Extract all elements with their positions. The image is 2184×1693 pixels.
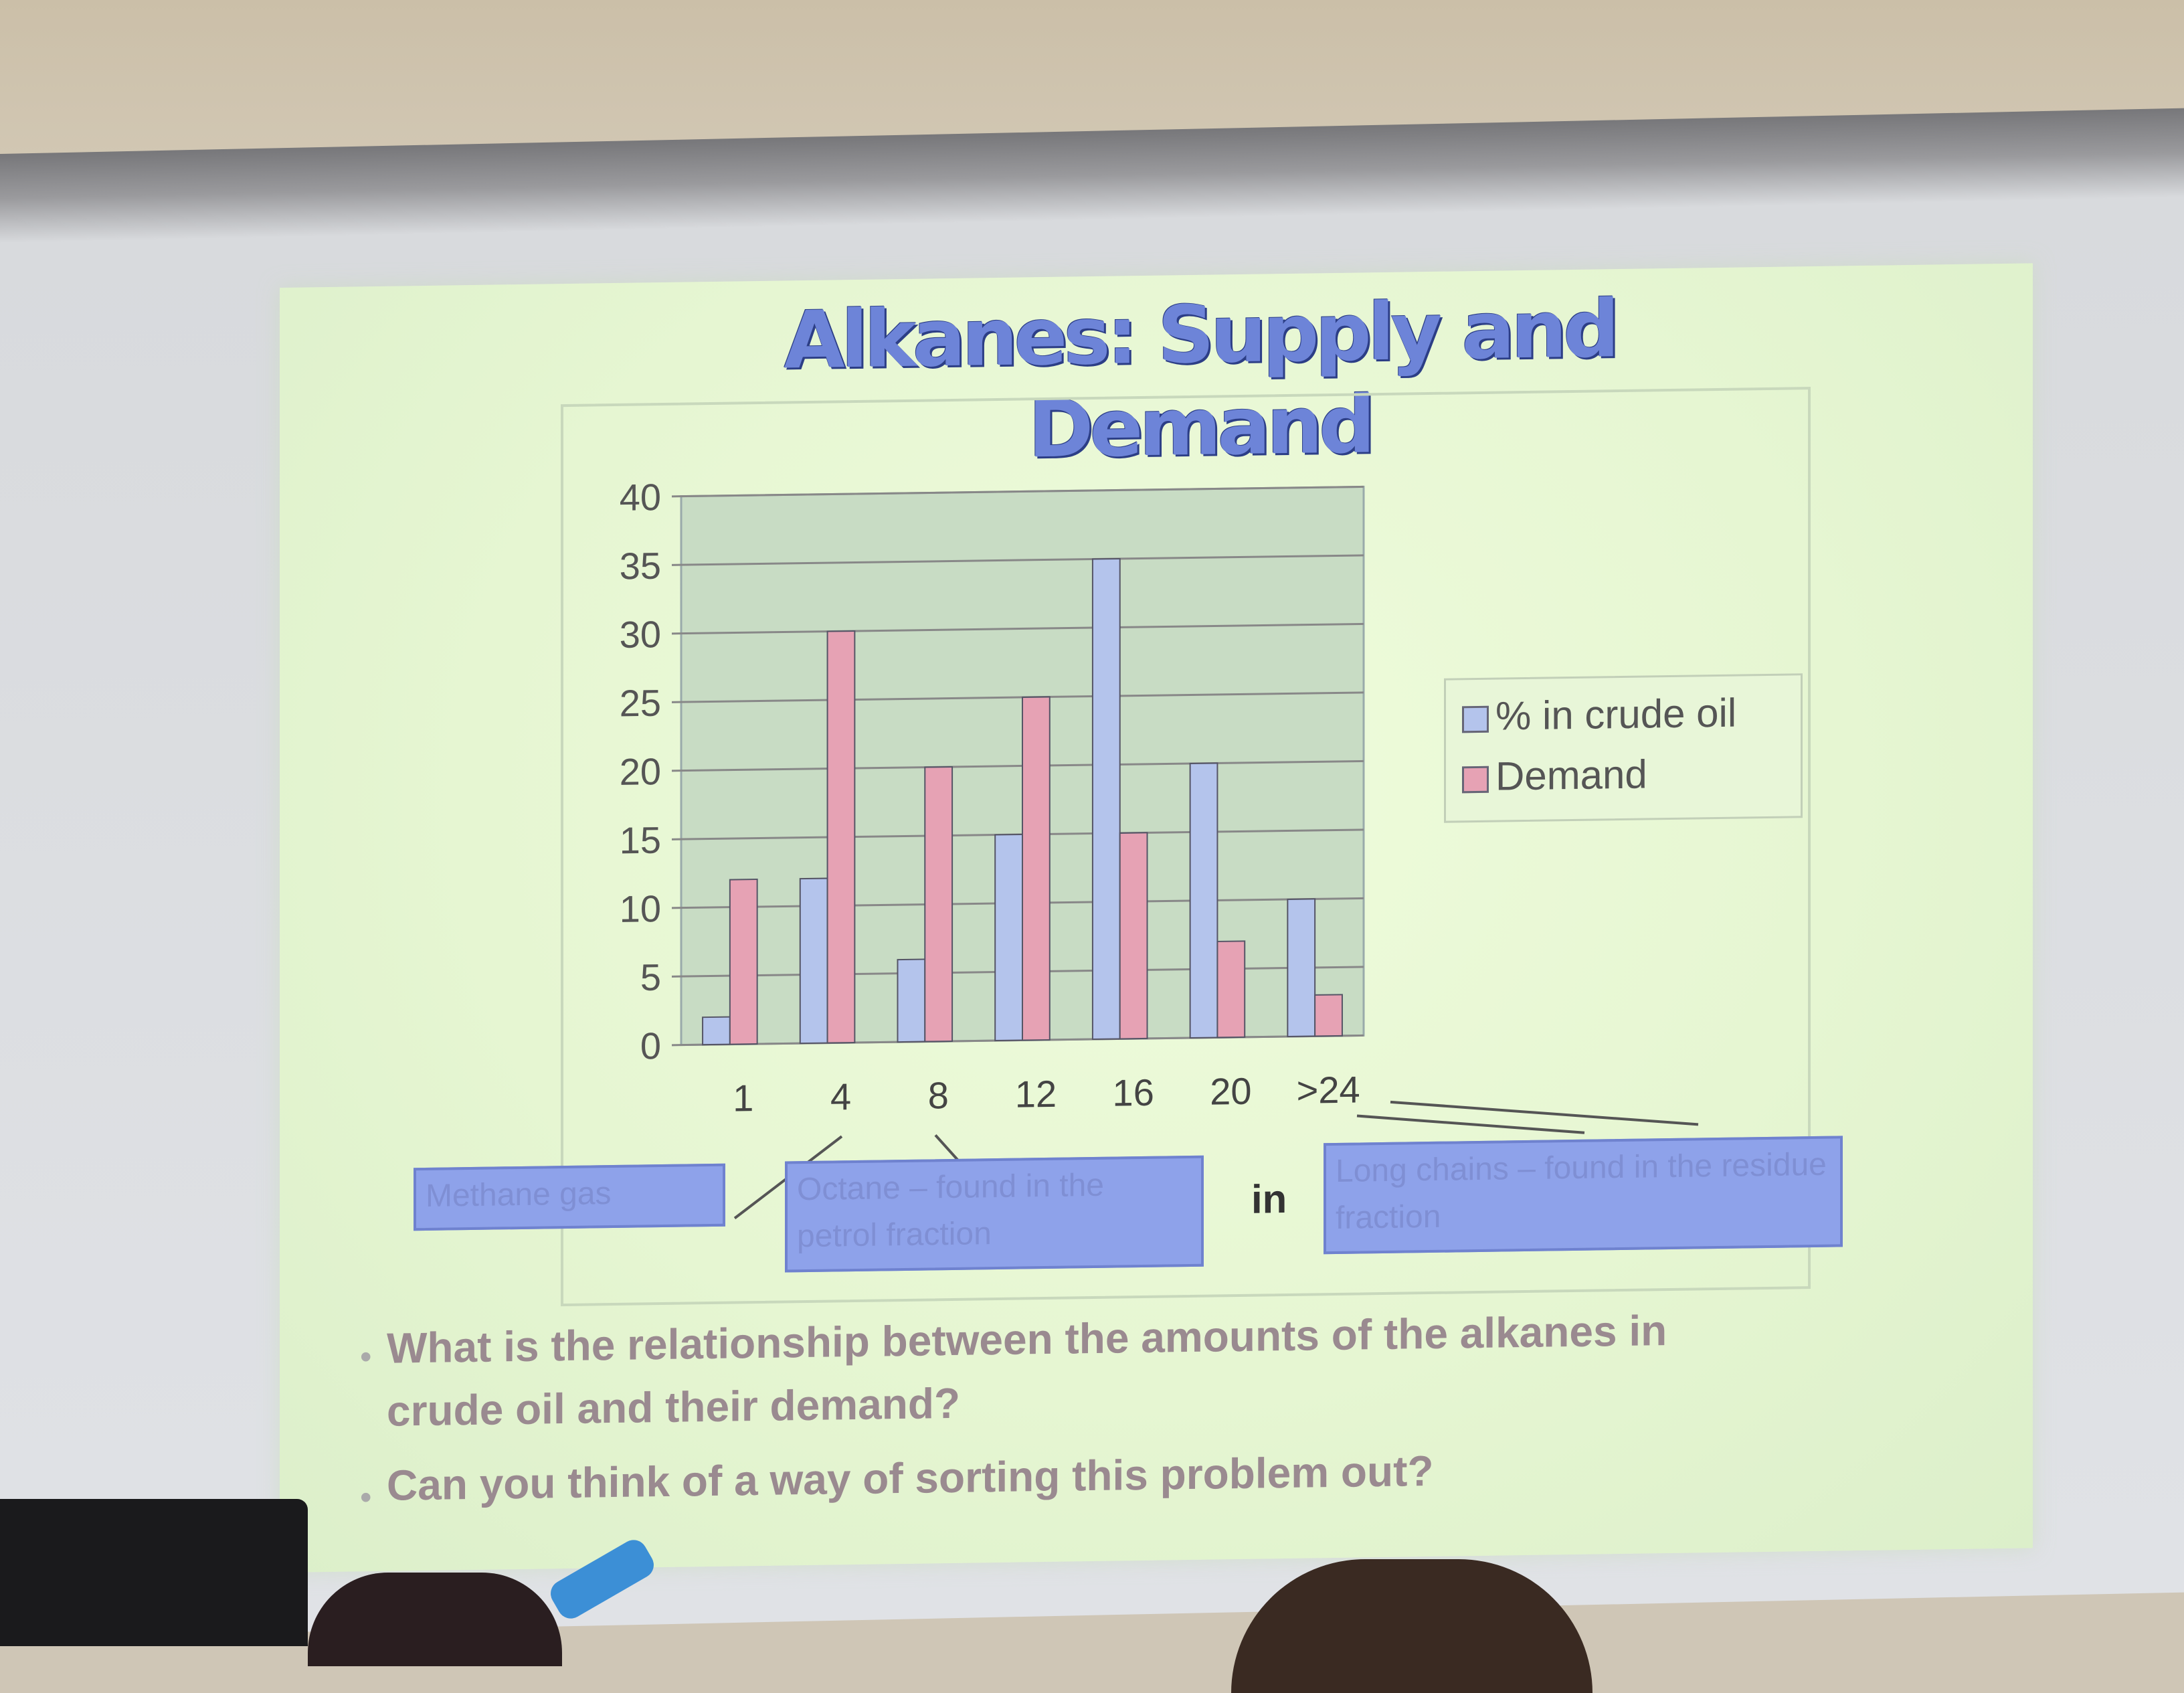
legend-item-crude-oil: % in crude oil — [1462, 690, 1736, 740]
bar-crude-oil — [702, 1016, 731, 1046]
y-tick-label: 40 — [620, 476, 661, 519]
gridline — [672, 554, 1364, 566]
y-tick-label: 5 — [640, 956, 661, 998]
gridline — [672, 485, 1364, 498]
legend-item-demand: Demand — [1462, 751, 1647, 800]
bullet-2: Can you think of a way of sorting this p… — [387, 1446, 1434, 1510]
y-tick-label: 15 — [620, 819, 661, 862]
bar-demand — [924, 766, 953, 1043]
y-tick-label: 30 — [620, 613, 661, 656]
y-tick-label: 25 — [620, 682, 661, 725]
y-tick-label: 0 — [640, 1024, 661, 1067]
callout-arrow — [1356, 1114, 1585, 1134]
bar-crude-oil — [1287, 898, 1316, 1037]
callout-long-chains: Long chains – found in the residue fract… — [1324, 1136, 1843, 1255]
x-tick-label: 20 — [1210, 1070, 1251, 1113]
y-tick-label: 35 — [620, 545, 661, 588]
legend-swatch-demand — [1462, 766, 1489, 794]
gridline — [672, 760, 1364, 772]
bar-demand — [826, 630, 856, 1044]
bar-demand — [1119, 832, 1148, 1040]
x-tick-label: 8 — [928, 1074, 949, 1116]
x-tick-label: 4 — [830, 1075, 851, 1118]
bar-demand — [729, 879, 758, 1045]
x-axis-label-fragment: in — [1251, 1176, 1287, 1222]
bar-demand — [1216, 940, 1246, 1039]
bullet-marker-2: • — [360, 1478, 372, 1516]
callout-octane: Octane – found in the petrol fraction — [785, 1155, 1204, 1273]
bullet-marker-1: • — [360, 1338, 372, 1376]
y-tick-label: 20 — [620, 750, 661, 793]
person-hand — [308, 1573, 562, 1666]
bar-crude-oil — [799, 877, 828, 1045]
x-tick-label: 16 — [1113, 1071, 1154, 1114]
laptop — [0, 1499, 308, 1646]
x-tick-label: 12 — [1015, 1073, 1057, 1116]
bar-demand — [1314, 994, 1343, 1037]
bar-crude-oil — [897, 958, 926, 1043]
gridline — [672, 691, 1364, 703]
legend-label-demand: Demand — [1495, 751, 1647, 799]
bullet-1: What is the relationship between the amo… — [387, 1306, 1667, 1435]
gridline — [672, 622, 1364, 635]
slide: Alkanes: Supply and Demand 0 5 10 15 20 25 30 3… — [280, 263, 2033, 1573]
bar-crude-oil — [1091, 557, 1121, 1041]
y-tick-label: 10 — [620, 887, 661, 930]
chart-legend: % in crude oil Demand — [1444, 673, 1803, 823]
legend-swatch-crude-oil — [1462, 705, 1489, 733]
callout-methane: Methane gas — [414, 1163, 725, 1231]
callout-arrow — [1390, 1100, 1699, 1126]
bar-crude-oil — [1189, 762, 1218, 1039]
bar-crude-oil — [994, 833, 1024, 1042]
legend-label-crude-oil: % in crude oil — [1495, 690, 1737, 739]
bar-demand — [1022, 696, 1051, 1041]
x-tick-label: 1 — [733, 1077, 753, 1119]
bar-chart: 0 5 10 15 20 25 30 35 40 1 4 8 12 16 20 >24 — [620, 476, 1699, 1220]
x-tick-label: >24 — [1297, 1068, 1360, 1111]
